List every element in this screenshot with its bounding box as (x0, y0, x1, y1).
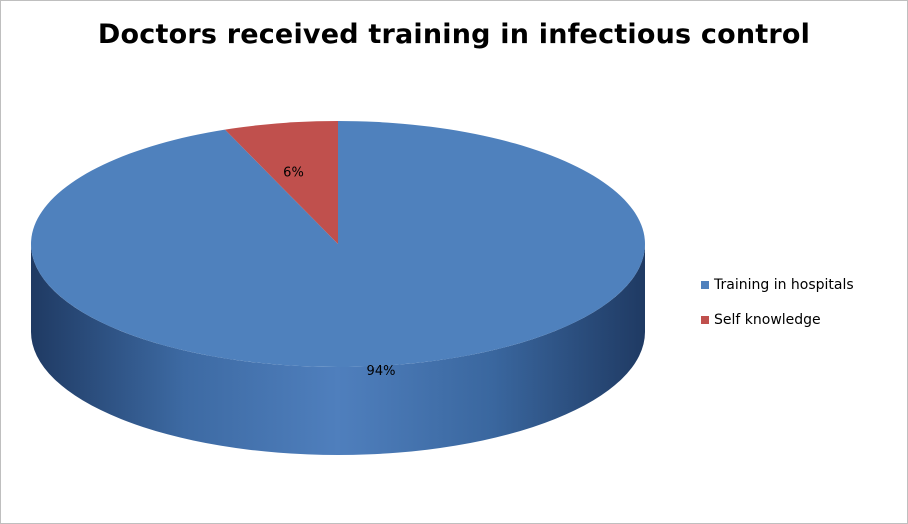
chart-title: Doctors received training in infectious … (97, 19, 811, 50)
pie-side-training (31, 244, 645, 455)
legend-item: Self knowledge (701, 310, 854, 330)
data-label-training: 94% (367, 364, 396, 379)
data-label-self: 6% (283, 166, 304, 181)
legend-swatch-self (701, 316, 709, 324)
legend: Training in hospitals Self knowledge (701, 275, 854, 345)
legend-label-self: Self knowledge (714, 312, 821, 328)
legend-item: Training in hospitals (701, 275, 854, 295)
legend-swatch-training (701, 281, 709, 289)
pie-slice-self (224, 121, 338, 244)
pie-slice-training (30, 121, 645, 368)
legend-label-training: Training in hospitals (714, 277, 854, 293)
